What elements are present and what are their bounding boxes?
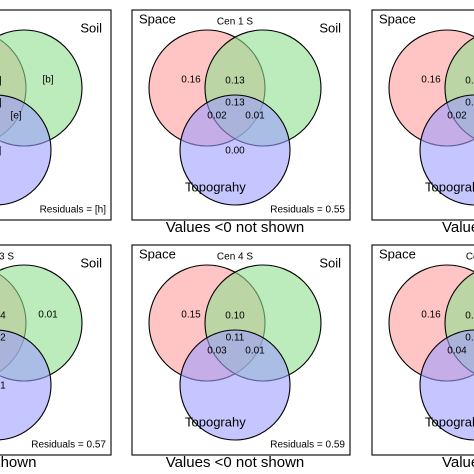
soil-label: Soil: [319, 255, 341, 270]
topography-circle: [0, 94, 52, 206]
topography-circle: [0, 329, 52, 441]
soil-label: Soil: [80, 20, 102, 35]
soil-only-value: 0.01: [38, 310, 58, 321]
all-three-value: 0.14: [465, 333, 474, 344]
topography-label: Topograhy: [185, 179, 246, 194]
topography-label: Topograhy: [185, 414, 246, 429]
panel-footer: Values <0: [442, 454, 474, 471]
space-label: Space: [379, 246, 416, 261]
space-only-value: 0.16: [421, 310, 441, 321]
panel-footer: 0 not shown: [0, 454, 36, 471]
space-topography-value: 0.02: [207, 111, 227, 122]
topography-circle: [179, 329, 291, 441]
all-three-value: 0.13: [225, 98, 245, 109]
soil-topography-value: 0.01: [245, 346, 265, 357]
topography-circle: [179, 94, 291, 206]
soil-label: Soil: [319, 20, 341, 35]
soil-label: Soil: [80, 255, 102, 270]
panel-frame: [371, 9, 474, 221]
residuals-label: Residuals = 0.55: [270, 205, 345, 216]
soil-topography-value: [e]: [10, 111, 21, 122]
panel-title: Cen 3 S: [0, 252, 14, 263]
panel-title: Cen 1 S: [217, 17, 253, 28]
space-topography-value: 0.04: [447, 346, 467, 357]
panel-footer: Values <0 not shown: [166, 219, 305, 236]
panel-frame: [371, 244, 474, 456]
panel-cen-3: Cen 3 S Soil Residuals = 0.57 0 not shown 0.…: [0, 244, 112, 471]
topography-only-value: [c]: [0, 146, 1, 157]
panel-title: Cen 4 S: [217, 252, 253, 263]
panel-footer: Values <0: [442, 219, 474, 236]
space-soil-value: [d]: [0, 76, 2, 87]
panel-title: Cen: [466, 252, 474, 263]
space-soil-value: 0.13: [225, 76, 245, 87]
panel-cen-2: SpaceTopograhyRValues <00.160.130.020.14: [371, 9, 474, 236]
panel-frame: [0, 244, 112, 456]
soil-topography-value: 0.01: [245, 111, 265, 122]
residuals-label: Residuals = 0.57: [31, 440, 106, 451]
space-topography-value: 0.02: [447, 111, 467, 122]
panel-frame: [131, 244, 351, 456]
topography-only-value: 0.00: [225, 146, 245, 157]
space-only-value: 0.16: [181, 75, 201, 86]
space-label: Space: [139, 246, 176, 261]
all-three-value: 0.14: [465, 98, 474, 109]
soil-only-value: [b]: [42, 75, 53, 86]
panel-frame: [0, 9, 112, 221]
panel-cen-4: Space Cen 4 S Soil Topograhy Residuals = 0.5…: [131, 244, 351, 471]
panel-legend: Soil Residuals = [h] [b] [c] [d] [e] [g]: [0, 9, 112, 221]
topography-circle: [419, 94, 474, 206]
space-soil-value: 0.12: [465, 311, 474, 322]
topography-label: Topograhy: [425, 179, 474, 194]
space-soil-value: 0.10: [225, 311, 245, 322]
panel-footer: Values <0 not shown: [166, 454, 305, 471]
topography-label: Topograhy: [425, 414, 474, 429]
space-only-value: 0.16: [421, 75, 441, 86]
space-soil-value: 0.14: [0, 311, 6, 322]
all-three-value: [g]: [0, 98, 2, 109]
space-topography-value: 0.03: [207, 346, 227, 357]
topography-circle: [419, 329, 474, 441]
residuals-label: Residuals = 0.59: [270, 440, 345, 451]
topography-only-value: 0.01: [0, 381, 6, 392]
residuals-label: Residuals = [h]: [40, 205, 107, 216]
all-three-value: 0.11: [226, 333, 245, 344]
panel-cen-5: Space Cen Topograhy Values <0 0.16 0.12 0.04 0.…: [371, 244, 474, 471]
panel-frame: [131, 9, 351, 221]
all-three-value: 0.12: [0, 333, 6, 344]
panel-cen-1: Space Cen 1 S Soil Topograhy Residuals = 0.5…: [131, 9, 351, 236]
space-soil-value: 0.13: [465, 76, 474, 87]
space-label: Space: [379, 11, 416, 26]
space-only-value: 0.15: [181, 310, 201, 321]
space-label: Space: [139, 11, 176, 26]
